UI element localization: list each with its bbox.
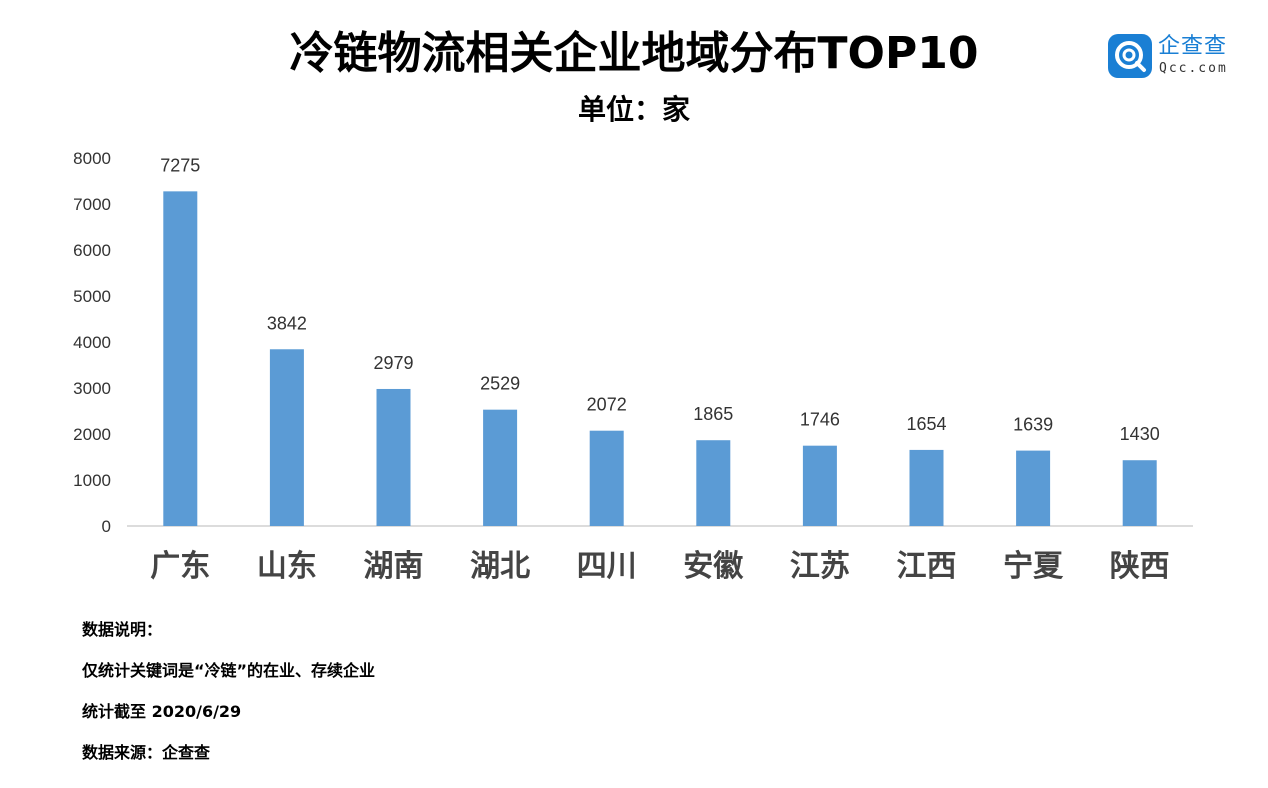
chart-title: 冷链物流相关企业地域分布TOP10 — [289, 28, 979, 79]
y-tick-label: 8000 — [73, 149, 111, 168]
bar-1 — [269, 349, 304, 526]
notes-scope: 仅统计关键词是“冷链”的在业、存续企业 — [82, 661, 376, 680]
data-label: 2979 — [373, 353, 413, 373]
notes-date: 统计截至 2020/6/29 — [82, 702, 242, 721]
category-label: 安徽 — [683, 549, 744, 584]
chart-subtitle: 单位：家 — [577, 93, 690, 126]
data-label: 1865 — [693, 404, 733, 424]
notes-heading: 数据说明： — [82, 620, 163, 639]
data-label: 7275 — [160, 155, 200, 175]
notes-source: 数据来源：企查查 — [82, 743, 211, 762]
y-tick-label: 3000 — [73, 379, 111, 398]
y-tick-label: 2000 — [73, 425, 111, 444]
bar-6 — [802, 445, 837, 526]
y-tick-label: 0 — [102, 517, 111, 536]
category-label: 陕西 — [1110, 549, 1170, 584]
logo-name-en: Qcc.com — [1159, 61, 1228, 76]
data-notes: 数据说明： 仅统计关键词是“冷链”的在业、存续企业 统计截至 2020/6/29… — [82, 620, 375, 784]
category-label: 江苏 — [790, 549, 850, 584]
data-label: 1746 — [800, 410, 840, 430]
bar-5 — [696, 440, 731, 526]
bar-0 — [163, 191, 198, 526]
bar-8 — [1016, 450, 1051, 526]
bar-chart: 0 1000 2000 3000 4000 5000 6000 7000 8000 7275 广东 3… — [73, 149, 1193, 584]
category-label: 四川 — [577, 549, 637, 584]
y-tick-label: 7000 — [73, 195, 111, 214]
y-tick-label: 5000 — [73, 287, 111, 306]
category-label: 广东 — [150, 549, 210, 584]
category-label: 湖南 — [364, 549, 424, 584]
data-label: 1639 — [1013, 415, 1053, 435]
y-tick-label: 6000 — [73, 241, 111, 260]
logo-name-cn: 企查查 — [1158, 34, 1228, 59]
category-label: 山东 — [257, 549, 317, 584]
data-label: 1654 — [906, 414, 946, 434]
qcc-logo: 企查查 Qcc.com — [1108, 34, 1238, 78]
y-tick-label: 4000 — [73, 333, 111, 352]
category-label: 江西 — [897, 549, 957, 584]
data-label: 3842 — [267, 313, 307, 333]
bar-2 — [376, 388, 411, 526]
data-label: 1430 — [1120, 424, 1160, 444]
qcc-logo-icon — [1108, 34, 1152, 78]
category-label: 湖北 — [470, 549, 530, 584]
bar-4 — [589, 430, 624, 526]
y-tick-label: 1000 — [73, 471, 111, 490]
data-label: 2529 — [480, 374, 520, 394]
category-label: 宁夏 — [1003, 549, 1064, 584]
bar-3 — [483, 409, 518, 526]
bar-9 — [1122, 460, 1157, 526]
data-label: 2072 — [587, 395, 627, 415]
bar-7 — [909, 449, 944, 526]
